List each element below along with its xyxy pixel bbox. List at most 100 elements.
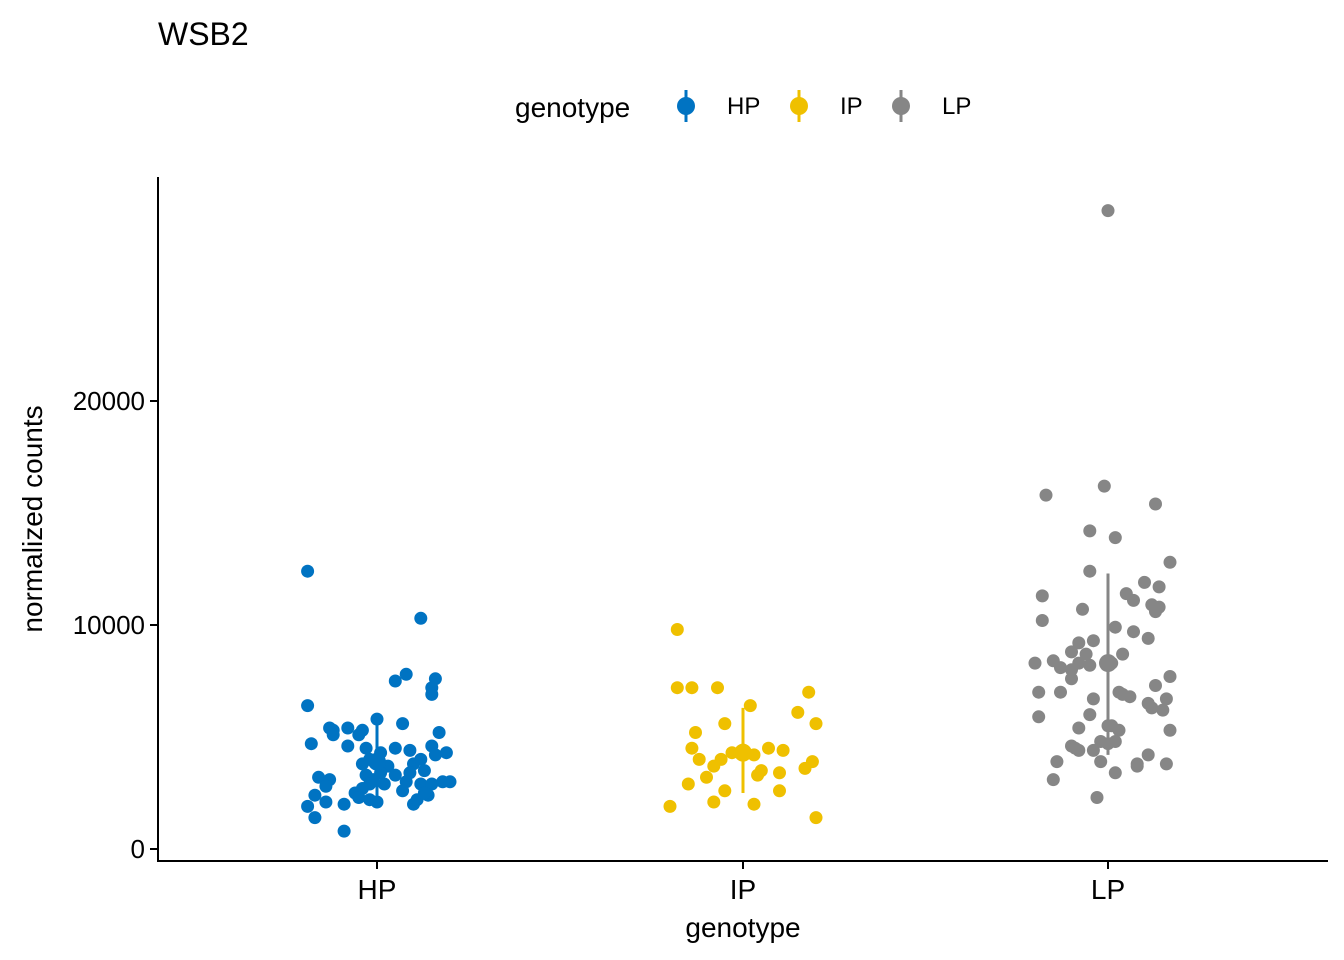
data-points [301, 204, 1177, 838]
data-point-ip [805, 755, 819, 769]
x-axis-label: genotype [685, 912, 800, 943]
data-point-hp [301, 564, 315, 578]
data-point-ip [809, 811, 823, 825]
data-point-ip [791, 705, 805, 719]
data-point-hp [337, 824, 351, 838]
data-point-lp [1046, 773, 1060, 787]
data-point-hp [417, 764, 431, 778]
data-point-hp [425, 687, 439, 701]
data-point-lp [1149, 679, 1162, 692]
mean-marker-ip [734, 743, 752, 762]
x-tick-label: LP [1091, 874, 1125, 905]
x-tick-label: IP [730, 874, 756, 905]
data-point-hp [355, 757, 369, 771]
data-point-hp [326, 728, 340, 742]
data-point-lp [1163, 670, 1177, 683]
y-axis-label: normalized counts [17, 405, 48, 632]
data-point-lp [1108, 531, 1122, 545]
data-point-ip [689, 726, 702, 739]
data-point-lp [1127, 593, 1140, 607]
data-point-lp [1130, 759, 1144, 773]
data-point-lp [1054, 661, 1067, 675]
data-point-hp [377, 777, 391, 791]
data-point-lp [1083, 708, 1097, 722]
data-point-lp [1032, 710, 1046, 724]
data-point-ip [707, 795, 721, 809]
legend-key-dot [677, 97, 695, 115]
data-point-lp [1101, 204, 1115, 218]
data-point-hp [396, 784, 410, 798]
data-point-lp [1159, 757, 1173, 771]
data-point-hp [388, 741, 402, 755]
data-point-lp [1032, 685, 1046, 699]
data-point-ip [743, 699, 757, 713]
data-point-ip [670, 623, 684, 636]
data-point-lp [1086, 634, 1100, 648]
data-point-lp [1141, 631, 1155, 645]
data-point-lp [1116, 647, 1130, 661]
chart-title: WSB2 [158, 16, 249, 52]
y-tick-label: 10000 [73, 610, 145, 640]
data-point-lp [1141, 748, 1155, 762]
data-point-hp [312, 770, 326, 784]
data-point-lp [1065, 663, 1078, 677]
y-tick-label: 0 [131, 834, 145, 864]
legend-key-dot [790, 97, 808, 115]
data-point-ip [809, 717, 823, 731]
data-point-lp [1112, 723, 1126, 737]
data-point-lp [1028, 656, 1042, 670]
data-point-ip [685, 681, 699, 695]
data-point-ip [762, 741, 775, 755]
data-point-hp [301, 699, 315, 713]
data-point-lp [1086, 692, 1100, 706]
data-point-hp [319, 795, 333, 809]
data-point-lp [1072, 721, 1086, 735]
data-point-hp [359, 741, 373, 755]
data-point-lp [1090, 791, 1104, 804]
data-point-hp [439, 746, 453, 760]
data-point-hp [396, 717, 410, 731]
legend-item-ip: IP [790, 90, 863, 122]
data-point-lp [1072, 636, 1086, 650]
data-point-hp [301, 799, 315, 813]
data-point-ip [663, 799, 677, 813]
data-point-ip [718, 717, 732, 731]
summary-markers [368, 573, 1117, 798]
data-point-ip [718, 784, 732, 798]
data-point-lp [1054, 685, 1067, 699]
data-point-lp [1127, 625, 1140, 639]
data-point-hp [403, 743, 417, 757]
data-point-hp [414, 752, 428, 766]
data-point-ip [692, 752, 706, 766]
data-point-hp [319, 779, 333, 793]
legend-label: IP [840, 93, 863, 120]
data-point-hp [414, 611, 428, 625]
data-point-lp [1138, 575, 1151, 589]
data-point-lp [1050, 755, 1064, 769]
legend-item-hp: HP [677, 90, 760, 122]
axes: 0 10000 20000 HP IP LP normalized counts gen… [17, 177, 1328, 943]
data-point-hp [337, 797, 351, 811]
data-point-lp [1086, 743, 1100, 757]
data-point-ip [776, 743, 790, 757]
legend: genotype HP IP LP [515, 90, 971, 123]
data-point-lp [1035, 589, 1049, 603]
data-point-ip [685, 741, 699, 755]
data-point-ip [670, 681, 684, 695]
data-point-lp [1083, 564, 1097, 578]
data-point-lp [1072, 743, 1086, 757]
data-point-ip [751, 768, 765, 782]
data-point-lp [1108, 735, 1122, 748]
data-point-lp [1159, 692, 1173, 706]
data-point-lp [1083, 524, 1097, 538]
data-point-ip [681, 777, 695, 791]
data-point-hp [443, 775, 457, 789]
legend-label: HP [727, 93, 760, 120]
data-point-ip [700, 770, 713, 784]
data-point-ip [707, 759, 721, 773]
mean-marker-hp [368, 752, 386, 771]
data-point-lp [1097, 479, 1111, 493]
data-point-hp [388, 768, 402, 782]
data-point-lp [1149, 497, 1162, 511]
